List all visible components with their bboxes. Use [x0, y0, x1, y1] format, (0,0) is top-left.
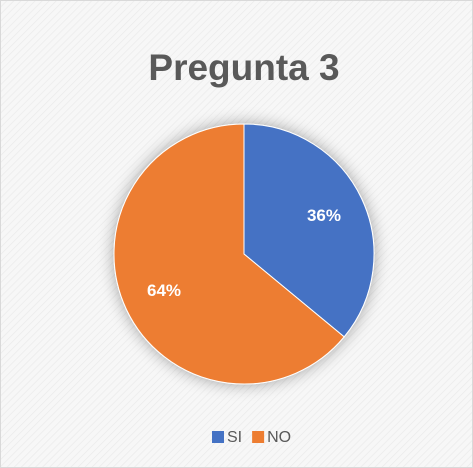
- data-label: 36%: [307, 206, 341, 225]
- legend-swatch: [212, 431, 224, 443]
- chart-title: Pregunta 3: [148, 47, 339, 88]
- pie-slice: [243, 123, 375, 338]
- pie: [113, 123, 375, 385]
- pie-slice: [113, 123, 345, 385]
- legend-label: SI: [227, 429, 242, 446]
- data-label: 64%: [147, 281, 181, 300]
- legend-swatch: [252, 431, 265, 443]
- legend-label: NO: [267, 429, 291, 446]
